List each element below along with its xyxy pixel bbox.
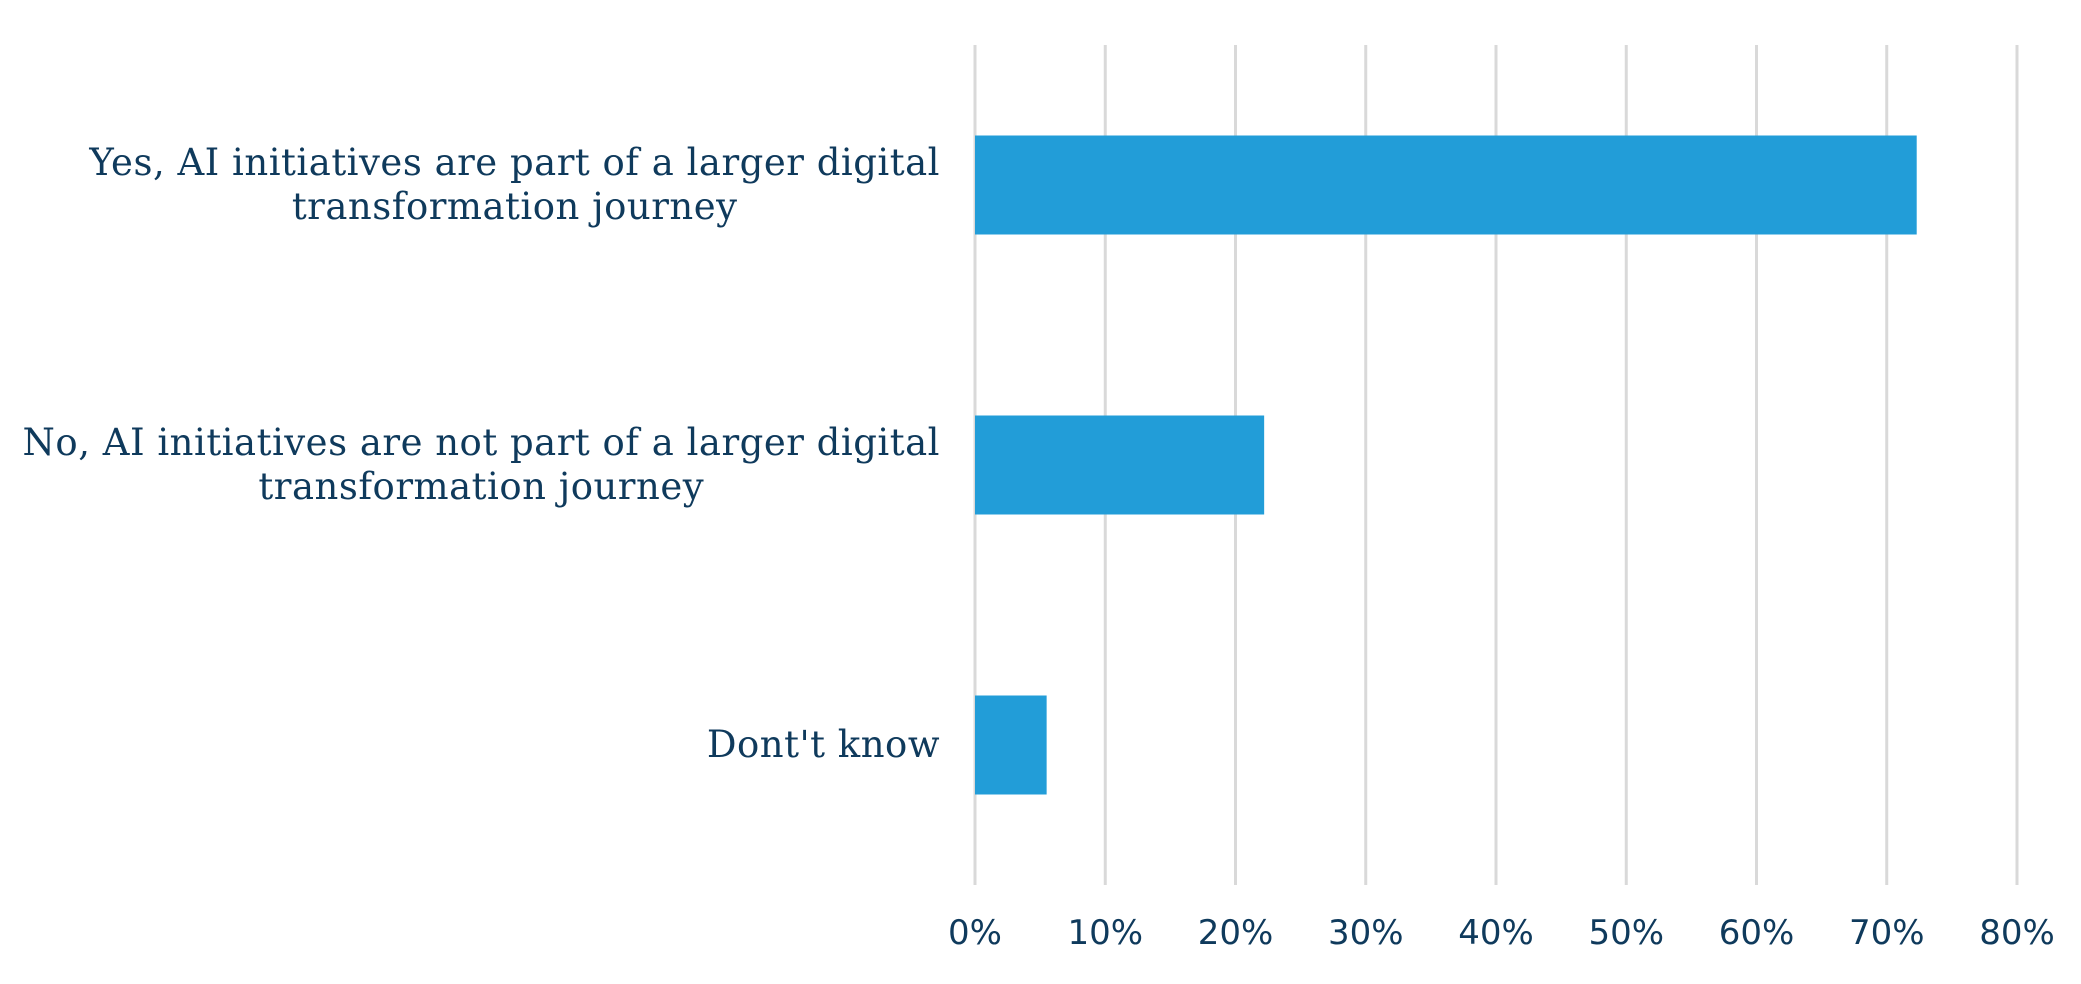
- x-tick-label: 40%: [1458, 913, 1534, 953]
- x-tick-label: 60%: [1719, 913, 1795, 953]
- category-label: Dont't know: [707, 723, 940, 766]
- x-tick-label: 10%: [1067, 913, 1143, 953]
- category-label: No, AI initiatives are not part of a lar…: [23, 421, 940, 508]
- x-tick-label: 30%: [1328, 913, 1404, 953]
- category-labels: Yes, AI initiatives are part of a larger…: [23, 141, 940, 766]
- bar: [975, 135, 1917, 235]
- bar: [975, 415, 1265, 515]
- bar: [975, 695, 1047, 795]
- x-tick-label: 70%: [1849, 913, 1925, 953]
- x-tick-label: 50%: [1588, 913, 1664, 953]
- bars: [975, 135, 1917, 795]
- x-tick-label: 80%: [1979, 913, 2055, 953]
- x-tick-label: 0%: [948, 913, 1002, 953]
- x-tick-label: 20%: [1198, 913, 1274, 953]
- category-label: Yes, AI initiatives are part of a larger…: [88, 141, 940, 228]
- x-axis-tick-labels: 0% 10% 20% 30% 40% 50% 60% 70% 80%: [948, 913, 2055, 953]
